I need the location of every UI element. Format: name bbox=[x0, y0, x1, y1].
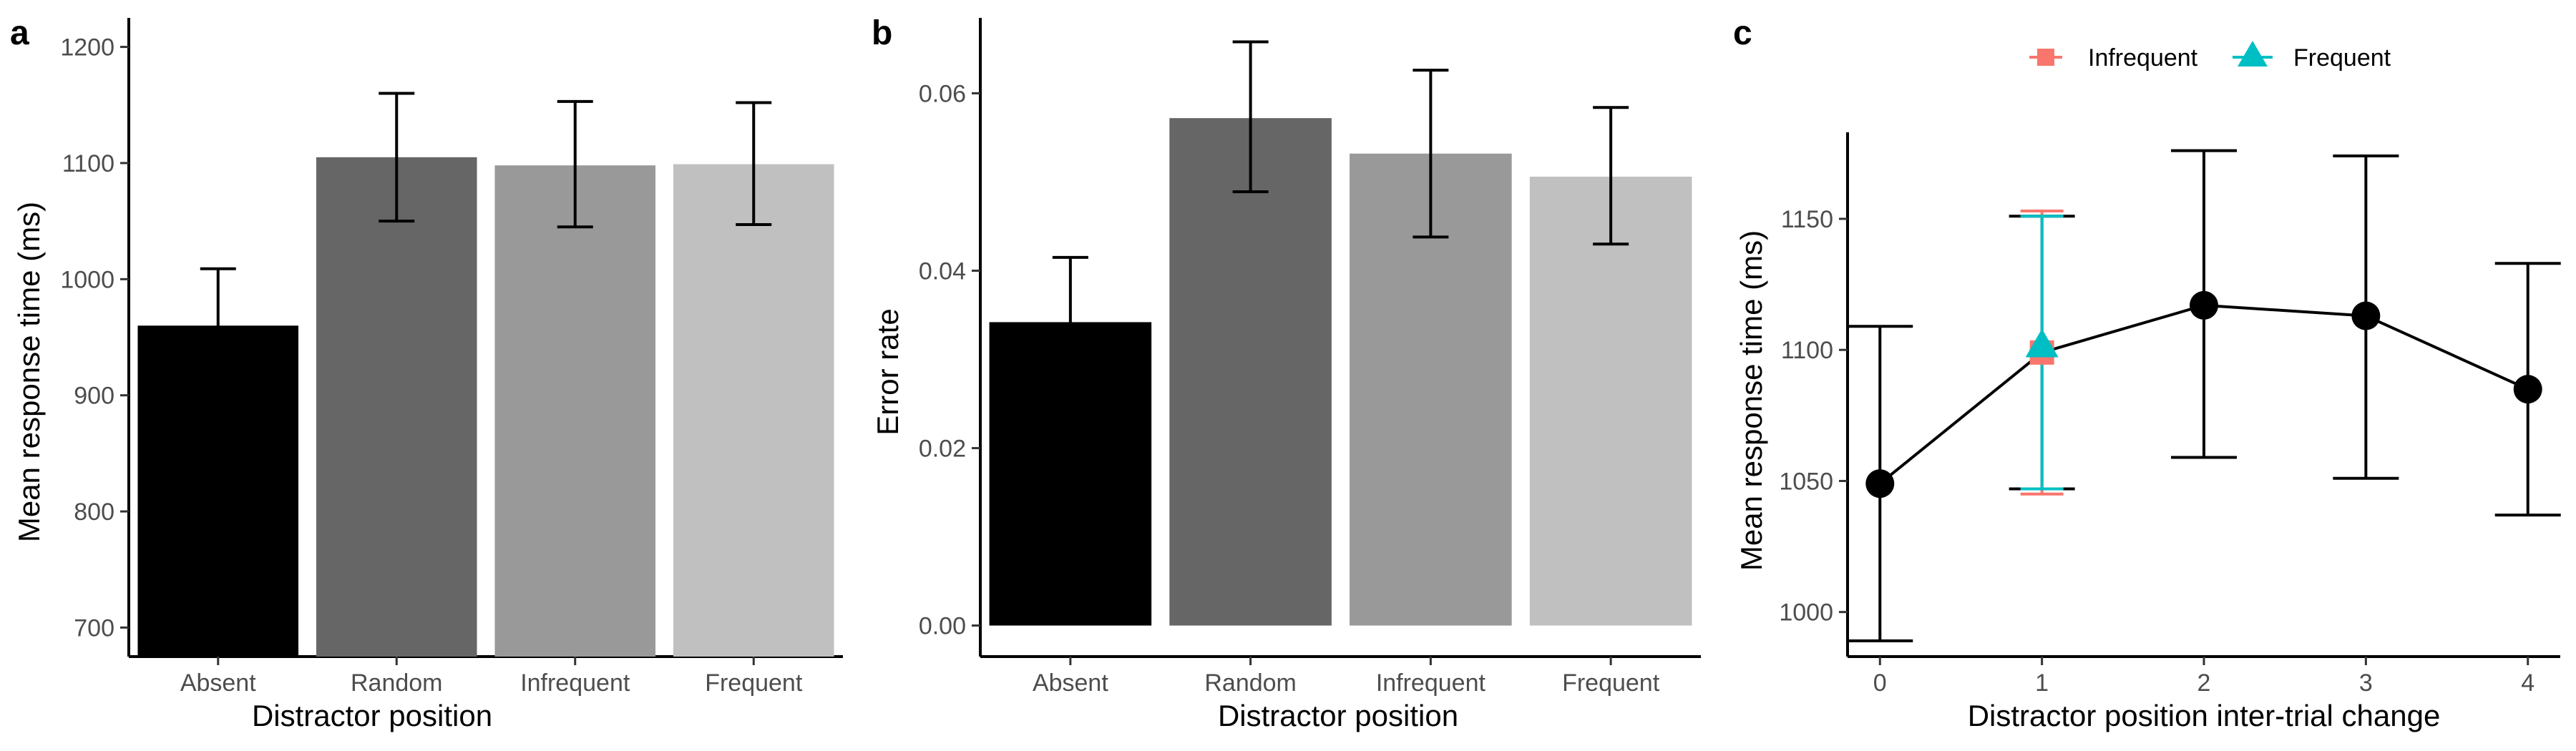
y-tick-label: 1050 bbox=[1779, 468, 1833, 495]
x-tick-label: Infrequent bbox=[1376, 669, 1486, 697]
legend-item-frequent: Frequent bbox=[2233, 41, 2391, 72]
panel-b: Distractor position Error rate 0.00 0.02 0… bbox=[871, 18, 1701, 732]
y-tick-label: 0.02 bbox=[919, 436, 966, 463]
y-tick-label: 0.00 bbox=[919, 613, 966, 640]
error-bar-absent bbox=[200, 267, 236, 384]
panel-c-xlabel: Distractor position inter-trial change bbox=[1968, 699, 2441, 732]
error-bar-random bbox=[379, 92, 415, 223]
error-bar-infrequent bbox=[557, 99, 593, 229]
point-4 bbox=[2513, 375, 2542, 404]
y-tick-label: 1200 bbox=[60, 34, 114, 62]
y-tick-label: 1000 bbox=[60, 266, 114, 293]
bar-infrequent bbox=[494, 165, 656, 657]
y-tick-label: 1000 bbox=[1779, 599, 1833, 627]
y-tick-label: 0.06 bbox=[919, 80, 966, 107]
error-bar-absent bbox=[1052, 255, 1088, 390]
error-bar-frequent bbox=[736, 101, 772, 227]
bar-frequent bbox=[673, 164, 834, 657]
legend-frequent-triangle-icon bbox=[2238, 41, 2268, 67]
panel-b-ylabel: Error rate bbox=[871, 308, 904, 435]
point-2 bbox=[2190, 290, 2218, 320]
legend-frequent-label: Frequent bbox=[2293, 44, 2391, 72]
error-bar-frequent bbox=[1593, 106, 1629, 246]
x-tick-label: Absent bbox=[1033, 669, 1108, 697]
point-0 bbox=[1865, 469, 1895, 499]
y-tick-label: 800 bbox=[74, 499, 114, 526]
point-frequent bbox=[2025, 328, 2059, 358]
legend: Infrequent Frequent bbox=[2029, 41, 2391, 72]
panel-b-letter: b bbox=[872, 14, 892, 52]
panel-c: Distractor position inter-trial change M… bbox=[1735, 41, 2561, 732]
panel-c-letter: c bbox=[1733, 14, 1752, 52]
panel-a: Distractor position Mean response time (… bbox=[12, 18, 843, 732]
legend-item-infrequent: Infrequent bbox=[2029, 44, 2198, 72]
legend-infrequent-square-icon bbox=[2037, 49, 2054, 66]
bar-random bbox=[316, 157, 477, 657]
x-tick-label: 4 bbox=[2521, 669, 2534, 697]
panel-a-letter: a bbox=[10, 14, 29, 52]
y-tick-label: 1150 bbox=[1781, 206, 1833, 233]
error-bar-random bbox=[1232, 40, 1269, 194]
bar-frequent bbox=[1529, 177, 1692, 626]
panel-a-xlabel: Distractor position bbox=[252, 699, 492, 732]
error-bar-infrequent bbox=[1413, 69, 1449, 239]
panel-a-ylabel: Mean response time (ms) bbox=[12, 202, 46, 542]
legend-infrequent-label: Infrequent bbox=[2088, 44, 2198, 72]
x-tick-label: 2 bbox=[2197, 669, 2211, 697]
x-tick-label: Frequent bbox=[705, 669, 803, 697]
y-tick-label: 1100 bbox=[62, 150, 114, 177]
panel-b-xlabel: Distractor position bbox=[1218, 699, 1458, 732]
x-tick-label: 0 bbox=[1873, 669, 1887, 697]
point-3 bbox=[2351, 301, 2381, 330]
panel-c-ylabel: Mean response time (ms) bbox=[1735, 230, 1768, 571]
x-tick-label: Random bbox=[1204, 669, 1297, 697]
x-tick-label: Frequent bbox=[1562, 669, 1660, 697]
y-tick-label: 0.04 bbox=[919, 257, 966, 285]
x-tick-label: Infrequent bbox=[520, 669, 630, 697]
bar-random bbox=[1169, 118, 1332, 626]
y-tick-label: 1100 bbox=[1781, 337, 1833, 364]
y-tick-label: 700 bbox=[74, 614, 114, 642]
x-tick-label: 1 bbox=[2035, 669, 2049, 697]
x-tick-label: 3 bbox=[2359, 669, 2373, 697]
x-tick-label: Random bbox=[351, 669, 443, 697]
y-tick-label: 900 bbox=[74, 383, 114, 410]
x-tick-label: Absent bbox=[180, 669, 256, 697]
